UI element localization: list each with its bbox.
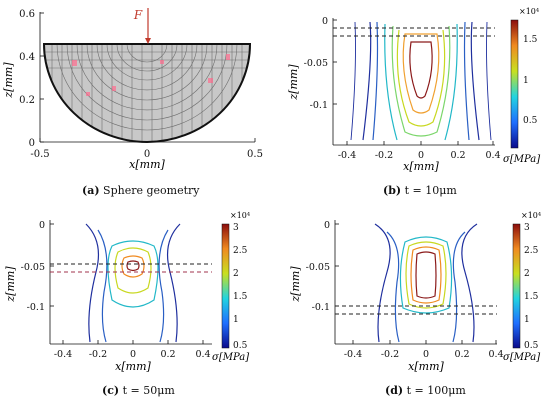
panel-b: -0.4 -0.2 0 0.2 0.4 0 -0.05 -0.1 x[mm] z… [275, 0, 550, 202]
x-tick-label: -0.2 [375, 150, 393, 161]
colorbar [221, 223, 230, 349]
y-tick-label: 0.4 [19, 52, 35, 63]
x-tick-label: 0.4 [195, 349, 210, 360]
colorbar-exponent: ×10⁴ [519, 7, 539, 16]
x-axis-label: x[mm] [115, 360, 151, 373]
x-axis-label: x[mm] [408, 360, 444, 373]
x-tick-label: 0 [418, 150, 424, 161]
x-tick-label: -0.2 [381, 349, 399, 360]
x-tick-label: 0.5 [247, 149, 263, 160]
y-tick-label: 0 [322, 16, 328, 27]
colorbar-tick: 1 [524, 315, 530, 325]
y-tick-label: -0.05 [304, 58, 328, 69]
colorbar-tick: 1 [523, 76, 529, 86]
contour-lines [374, 223, 478, 343]
force-label: F [133, 8, 143, 22]
y-axis-label: z[mm] [289, 266, 302, 303]
x-tick-label: 0 [144, 149, 150, 160]
colorbar-tick: 1.5 [233, 292, 248, 302]
x-tick-label: -0.4 [338, 150, 356, 161]
force-arrow-head [145, 38, 151, 44]
colorbar-tick: 0.5 [524, 341, 539, 351]
stress-contour-plot: -0.4 -0.2 0 0.2 0.4 0 -0.05 -0.1 x[mm] z… [289, 211, 541, 373]
caption-text: t = 10μm [404, 184, 457, 197]
contour-lines [85, 223, 181, 343]
y-tick-label: -0.1 [27, 302, 45, 313]
x-tick-label: -0.4 [344, 349, 362, 360]
colorbar-tick: 3 [233, 223, 239, 233]
colorbar-tick: 2 [524, 269, 530, 279]
x-tick-label: -0.2 [89, 349, 107, 360]
colorbar-tick: 1.5 [523, 35, 538, 45]
colorbar-tick: 0.5 [233, 341, 248, 351]
y-axis-label: z[mm] [4, 266, 17, 303]
y-axis-label: z[mm] [2, 62, 15, 99]
x-tick-label: 0.2 [454, 349, 469, 360]
colorbar-tick: 1 [233, 315, 239, 325]
x-tick-label: 0.4 [488, 349, 503, 360]
panel-d: -0.4 -0.2 0 0.2 0.4 0 -0.05 -0.1 x[mm] z… [275, 202, 550, 404]
x-tick-label: 0.4 [485, 150, 500, 161]
sphere-outline [42, 43, 252, 143]
colorbar [510, 19, 519, 149]
caption-c: (c) t = 50μm [102, 384, 175, 397]
sphere-body [44, 44, 250, 142]
y-tick-label: -0.05 [306, 262, 330, 273]
colorbar-exponent: ×10⁴ [521, 211, 541, 220]
caption-tag: (a) [82, 184, 100, 197]
x-axis-label: x[mm] [403, 160, 439, 173]
y-tick-label: 0 [324, 220, 330, 231]
colorbar [512, 223, 521, 349]
colorbar-tick: 3 [524, 223, 530, 233]
y-tick-label: 0 [39, 220, 45, 231]
y-tick-label: -0.05 [21, 262, 45, 273]
y-tick-label: 0.6 [19, 9, 35, 20]
caption-tag: (c) [102, 384, 120, 397]
colorbar-tick: 2 [233, 269, 239, 279]
x-axis-label: x[mm] [129, 158, 165, 170]
caption-d: (d) t = 100μm [385, 384, 466, 397]
stress-contour-plot: -0.4 -0.2 0 0.2 0.4 0 -0.05 -0.1 x[mm] z… [287, 7, 540, 173]
y-tick-label: -0.1 [310, 100, 328, 111]
y-axis-label: z[mm] [287, 64, 300, 101]
caption-tag: (d) [385, 384, 404, 397]
caption-tag: (b) [383, 184, 402, 197]
sphere-geometry-plot: -0.5 0 0.5 0 0.2 0.4 0.6 x[mm] z[mm] [2, 8, 263, 171]
colorbar-tick: 2.5 [524, 246, 539, 256]
x-tick-label: -0.4 [54, 349, 72, 360]
caption-text: t = 100μm [406, 384, 466, 397]
x-tick-label: 0.2 [450, 150, 465, 161]
y-tick-label: 0.2 [19, 95, 35, 106]
caption-b: (b) t = 10μm [383, 184, 457, 197]
x-tick-label: 0 [130, 349, 136, 360]
caption-a: (a) Sphere geometry [82, 184, 200, 197]
panel-c: -0.4 -0.2 0 0.2 0.4 0 -0.05 -0.1 x[mm] z… [0, 202, 275, 404]
x-tick-label: 0.2 [160, 349, 175, 360]
colorbar-label: σ[MPa] [503, 352, 540, 363]
caption-text: Sphere geometry [103, 184, 200, 197]
x-tick-label: 0 [423, 349, 429, 360]
colorbar-tick: 1.5 [524, 292, 539, 302]
colorbar-exponent: ×10⁴ [230, 211, 250, 220]
panel-a: -0.5 0 0.5 0 0.2 0.4 0.6 x[mm] z[mm] [0, 0, 275, 202]
colorbar-tick: 0.5 [523, 116, 538, 126]
contour-lines [350, 21, 492, 141]
colorbar-label: σ[MPa] [212, 352, 249, 363]
caption-text: t = 50μm [122, 384, 175, 397]
colorbar-tick: 2.5 [233, 246, 248, 256]
stress-contour-plot: -0.4 -0.2 0 0.2 0.4 0 -0.05 -0.1 x[mm] z… [4, 211, 250, 373]
x-tick-label: -0.5 [30, 149, 49, 160]
y-tick-label: -0.1 [312, 302, 330, 313]
colorbar-label: σ[MPa] [503, 154, 540, 165]
y-tick-label: 0 [29, 138, 35, 149]
